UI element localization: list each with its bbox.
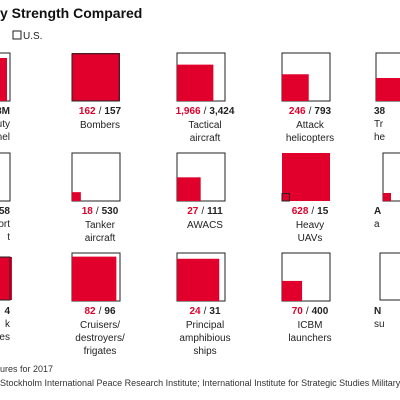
value-red: 18 [82, 206, 94, 217]
square-red [72, 53, 120, 101]
category-label: aircraft [85, 233, 116, 244]
value-red: 70 [292, 306, 304, 317]
category-label: aircraft [190, 133, 221, 144]
cropped-label: su [374, 319, 385, 330]
category-label: ICBM [298, 320, 323, 331]
square-red [282, 153, 330, 201]
category-label: destroyers/ [75, 333, 125, 344]
value-label: 82/96 [84, 306, 115, 317]
value-red: 162 [79, 106, 96, 117]
legend-swatch [12, 30, 22, 40]
value-label: 628/15 [292, 206, 329, 217]
separator: / [201, 206, 204, 217]
value-red: 628 [292, 206, 309, 217]
category-label: Tactical [188, 120, 221, 131]
value-red: 24 [189, 306, 201, 317]
value-red: 246 [289, 106, 306, 117]
cropped-squares [0, 52, 400, 301]
cropped-label: 58 [0, 206, 10, 217]
square-red [282, 74, 309, 101]
chart-title: y Strength Compared [0, 5, 142, 21]
square-us [71, 53, 120, 102]
cropped-label: t [7, 232, 10, 243]
square-us [281, 193, 290, 202]
footnote: ures for 2017 [0, 364, 53, 374]
category-label: launchers [288, 333, 331, 344]
value-us: 111 [207, 206, 223, 217]
separator: / [204, 106, 207, 117]
value-label: 24/31 [189, 306, 220, 317]
category-label: Cruisers/ [80, 320, 120, 331]
value-label: 70/400 [292, 306, 329, 317]
cropped-label: a [374, 219, 380, 230]
value-red: 82 [84, 306, 96, 317]
cropped-label: 3M [0, 106, 10, 117]
separator: / [309, 106, 312, 117]
square-red [282, 280, 303, 301]
category-label: helicopters [286, 133, 334, 144]
value-us: 530 [102, 206, 119, 217]
category-label: Attack [296, 120, 325, 131]
value-us: 3,424 [209, 106, 234, 117]
cropped-label: he [374, 132, 386, 143]
value-label: 27/111 [187, 206, 223, 217]
square-red [177, 64, 214, 101]
cropped-label: nel [0, 132, 10, 143]
value-us: 400 [312, 306, 329, 317]
cropped-label: Tr [374, 119, 384, 130]
value-red: 27 [187, 206, 199, 217]
cropped-label: 38 [374, 106, 386, 117]
category-label: AWACS [187, 220, 223, 231]
square-red [72, 256, 117, 301]
separator: / [96, 206, 99, 217]
category-label: Principal [186, 320, 224, 331]
value-red: 1,966 [176, 106, 201, 117]
value-label: 18/530 [82, 206, 119, 217]
separator: / [99, 106, 102, 117]
square-red [72, 192, 81, 201]
cropped-label: ort [0, 219, 10, 230]
square-red [177, 258, 220, 301]
category-label: Heavy [296, 220, 324, 231]
cropped-label: uty [0, 119, 10, 130]
cropped-label: A [374, 206, 381, 217]
value-us: 15 [317, 206, 329, 217]
separator: / [204, 306, 207, 317]
category-label: frigates [84, 346, 117, 357]
separator: / [311, 206, 314, 217]
value-us: 31 [209, 306, 221, 317]
cropped-label: 4 [4, 306, 10, 317]
separator: / [99, 306, 102, 317]
category-label: ships [193, 346, 216, 357]
value-us: 793 [314, 106, 331, 117]
category-label: amphibious [179, 333, 230, 344]
cropped-label: nes [0, 332, 10, 343]
value-label: 246/793 [289, 106, 332, 117]
category-label: Tanker [85, 220, 116, 231]
square-red [177, 177, 201, 201]
cropped-label: k [5, 319, 11, 330]
value-label: 162/157 [79, 106, 122, 117]
value-label: 1,966/3,424 [176, 106, 235, 117]
legend-label: U.S. [23, 31, 42, 42]
value-us: 157 [104, 106, 121, 117]
category-label: Bombers [80, 120, 120, 131]
footnote: Stockholm International Peace Research I… [0, 378, 400, 388]
separator: / [306, 306, 309, 317]
cropped-label: N [374, 306, 381, 317]
value-us: 96 [104, 306, 116, 317]
category-label: UAVs [298, 233, 323, 244]
